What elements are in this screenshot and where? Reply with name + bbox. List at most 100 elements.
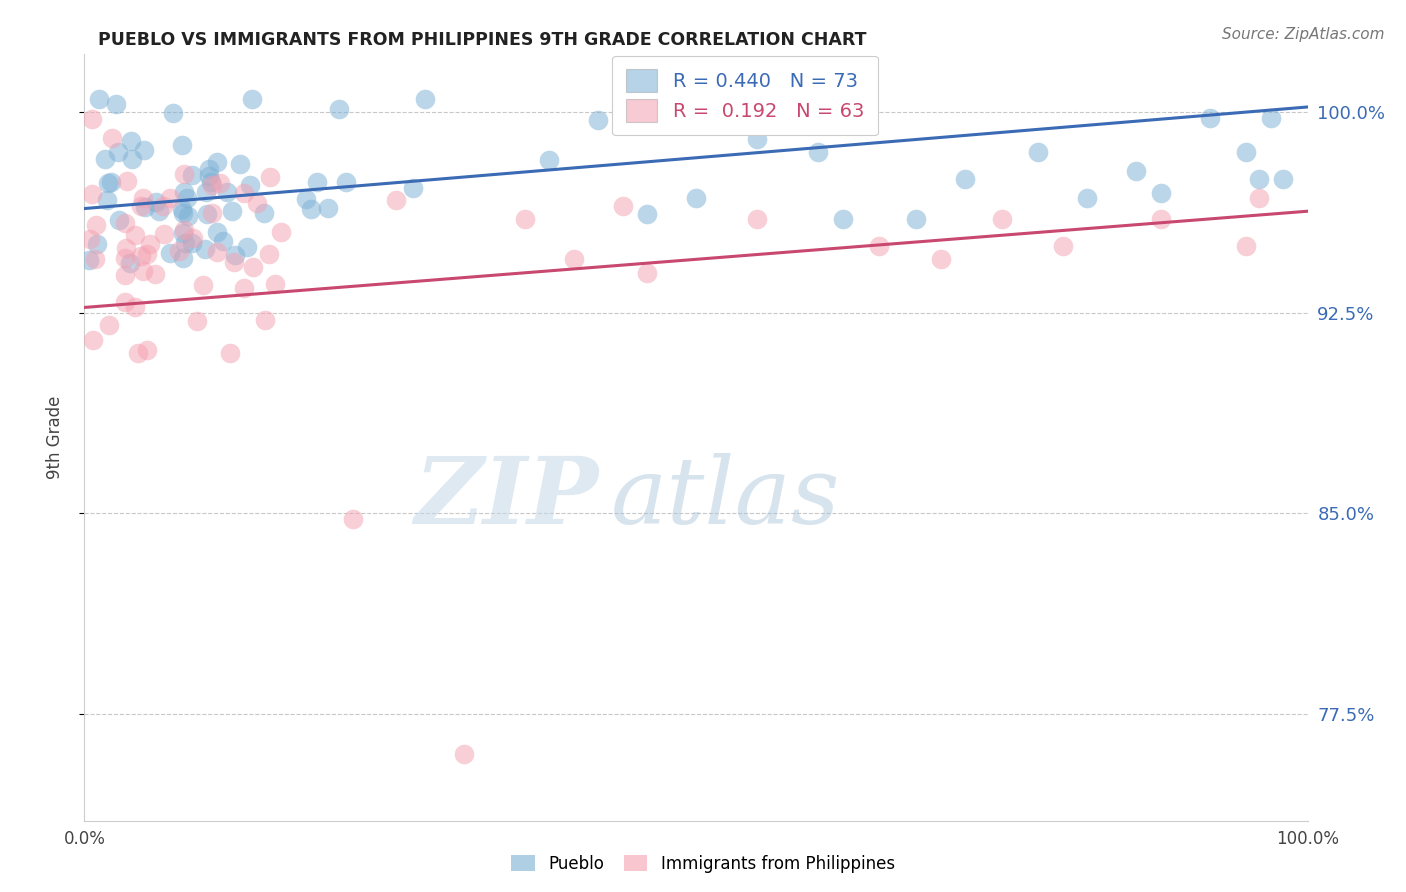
Point [991, 212, 1014, 227]
Point [384, 194, 406, 208]
Point [191, 277, 214, 292]
Point [181, 169, 204, 183]
Point [104, 97, 127, 112]
Legend: R = 0.440   N = 73, R =  0.192   N = 63: R = 0.440 N = 73, R = 0.192 N = 63 [612, 55, 877, 136]
Point [1198, 111, 1220, 125]
Point [307, 175, 329, 189]
Point [177, 209, 200, 223]
Point [218, 346, 240, 360]
Point [100, 175, 122, 189]
Point [224, 248, 246, 262]
Point [562, 252, 585, 267]
Point [224, 255, 246, 269]
Legend: Pueblo, Immigrants from Philippines: Pueblo, Immigrants from Philippines [505, 848, 901, 880]
Point [173, 167, 195, 181]
Point [132, 264, 155, 278]
Point [211, 234, 233, 248]
Point [195, 206, 218, 220]
Point [94, 152, 117, 166]
Point [270, 225, 292, 239]
Point [586, 113, 609, 128]
Point [173, 223, 195, 237]
Point [124, 227, 146, 242]
Point [193, 242, 215, 256]
Point [129, 199, 152, 213]
Point [1150, 212, 1173, 227]
Point [172, 206, 194, 220]
Point [263, 277, 285, 292]
Point [172, 202, 194, 216]
Point [162, 106, 184, 120]
Point [129, 249, 152, 263]
Point [328, 102, 350, 116]
Point [124, 301, 146, 315]
Point [257, 246, 280, 260]
Point [299, 202, 322, 216]
Point [135, 247, 157, 261]
Point [107, 145, 129, 160]
Point [1272, 172, 1295, 186]
Point [201, 205, 224, 219]
Point [114, 252, 136, 266]
Point [127, 346, 149, 360]
Point [242, 260, 264, 274]
Point [240, 92, 263, 106]
Point [134, 200, 156, 214]
Point [747, 132, 769, 146]
Point [205, 225, 228, 239]
Point [831, 212, 853, 227]
Point [253, 312, 276, 326]
Point [152, 199, 174, 213]
Point [89, 92, 111, 106]
Point [132, 144, 155, 158]
Point [139, 236, 162, 251]
Point [82, 112, 104, 127]
Point [181, 235, 204, 250]
Point [318, 201, 340, 215]
Point [335, 175, 357, 189]
Point [402, 181, 425, 195]
Point [215, 185, 238, 199]
Point [118, 256, 141, 270]
Point [807, 145, 830, 160]
Point [172, 251, 194, 265]
Point [114, 216, 136, 230]
Point [173, 185, 195, 199]
Point [186, 314, 208, 328]
Point [120, 134, 142, 148]
Point [201, 178, 224, 193]
Point [1236, 239, 1258, 253]
Point [115, 241, 138, 255]
Text: ZIP: ZIP [413, 453, 598, 543]
Point [1150, 186, 1173, 200]
Point [83, 252, 105, 267]
Point [1236, 145, 1258, 160]
Point [131, 191, 153, 205]
Point [259, 169, 281, 184]
Point [453, 747, 475, 761]
Text: PUEBLO VS IMMIGRANTS FROM PHILIPPINES 9TH GRADE CORRELATION CHART: PUEBLO VS IMMIGRANTS FROM PHILIPPINES 9T… [98, 31, 868, 49]
Point [153, 227, 176, 241]
Point [342, 511, 364, 525]
Point [205, 155, 228, 169]
Point [747, 212, 769, 227]
Y-axis label: 9th Grade: 9th Grade [45, 395, 63, 479]
Point [82, 333, 104, 347]
Point [953, 172, 976, 186]
Point [84, 218, 107, 232]
Point [114, 268, 136, 283]
Point [221, 203, 243, 218]
Point [233, 281, 256, 295]
Point [1247, 172, 1270, 186]
Point [1052, 239, 1074, 253]
Point [159, 191, 181, 205]
Point [114, 294, 136, 309]
Point [121, 152, 143, 166]
Point [295, 192, 318, 206]
Point [205, 245, 228, 260]
Point [1028, 145, 1050, 160]
Point [239, 178, 262, 193]
Point [538, 153, 561, 168]
Text: atlas: atlas [610, 453, 839, 543]
Point [513, 212, 536, 227]
